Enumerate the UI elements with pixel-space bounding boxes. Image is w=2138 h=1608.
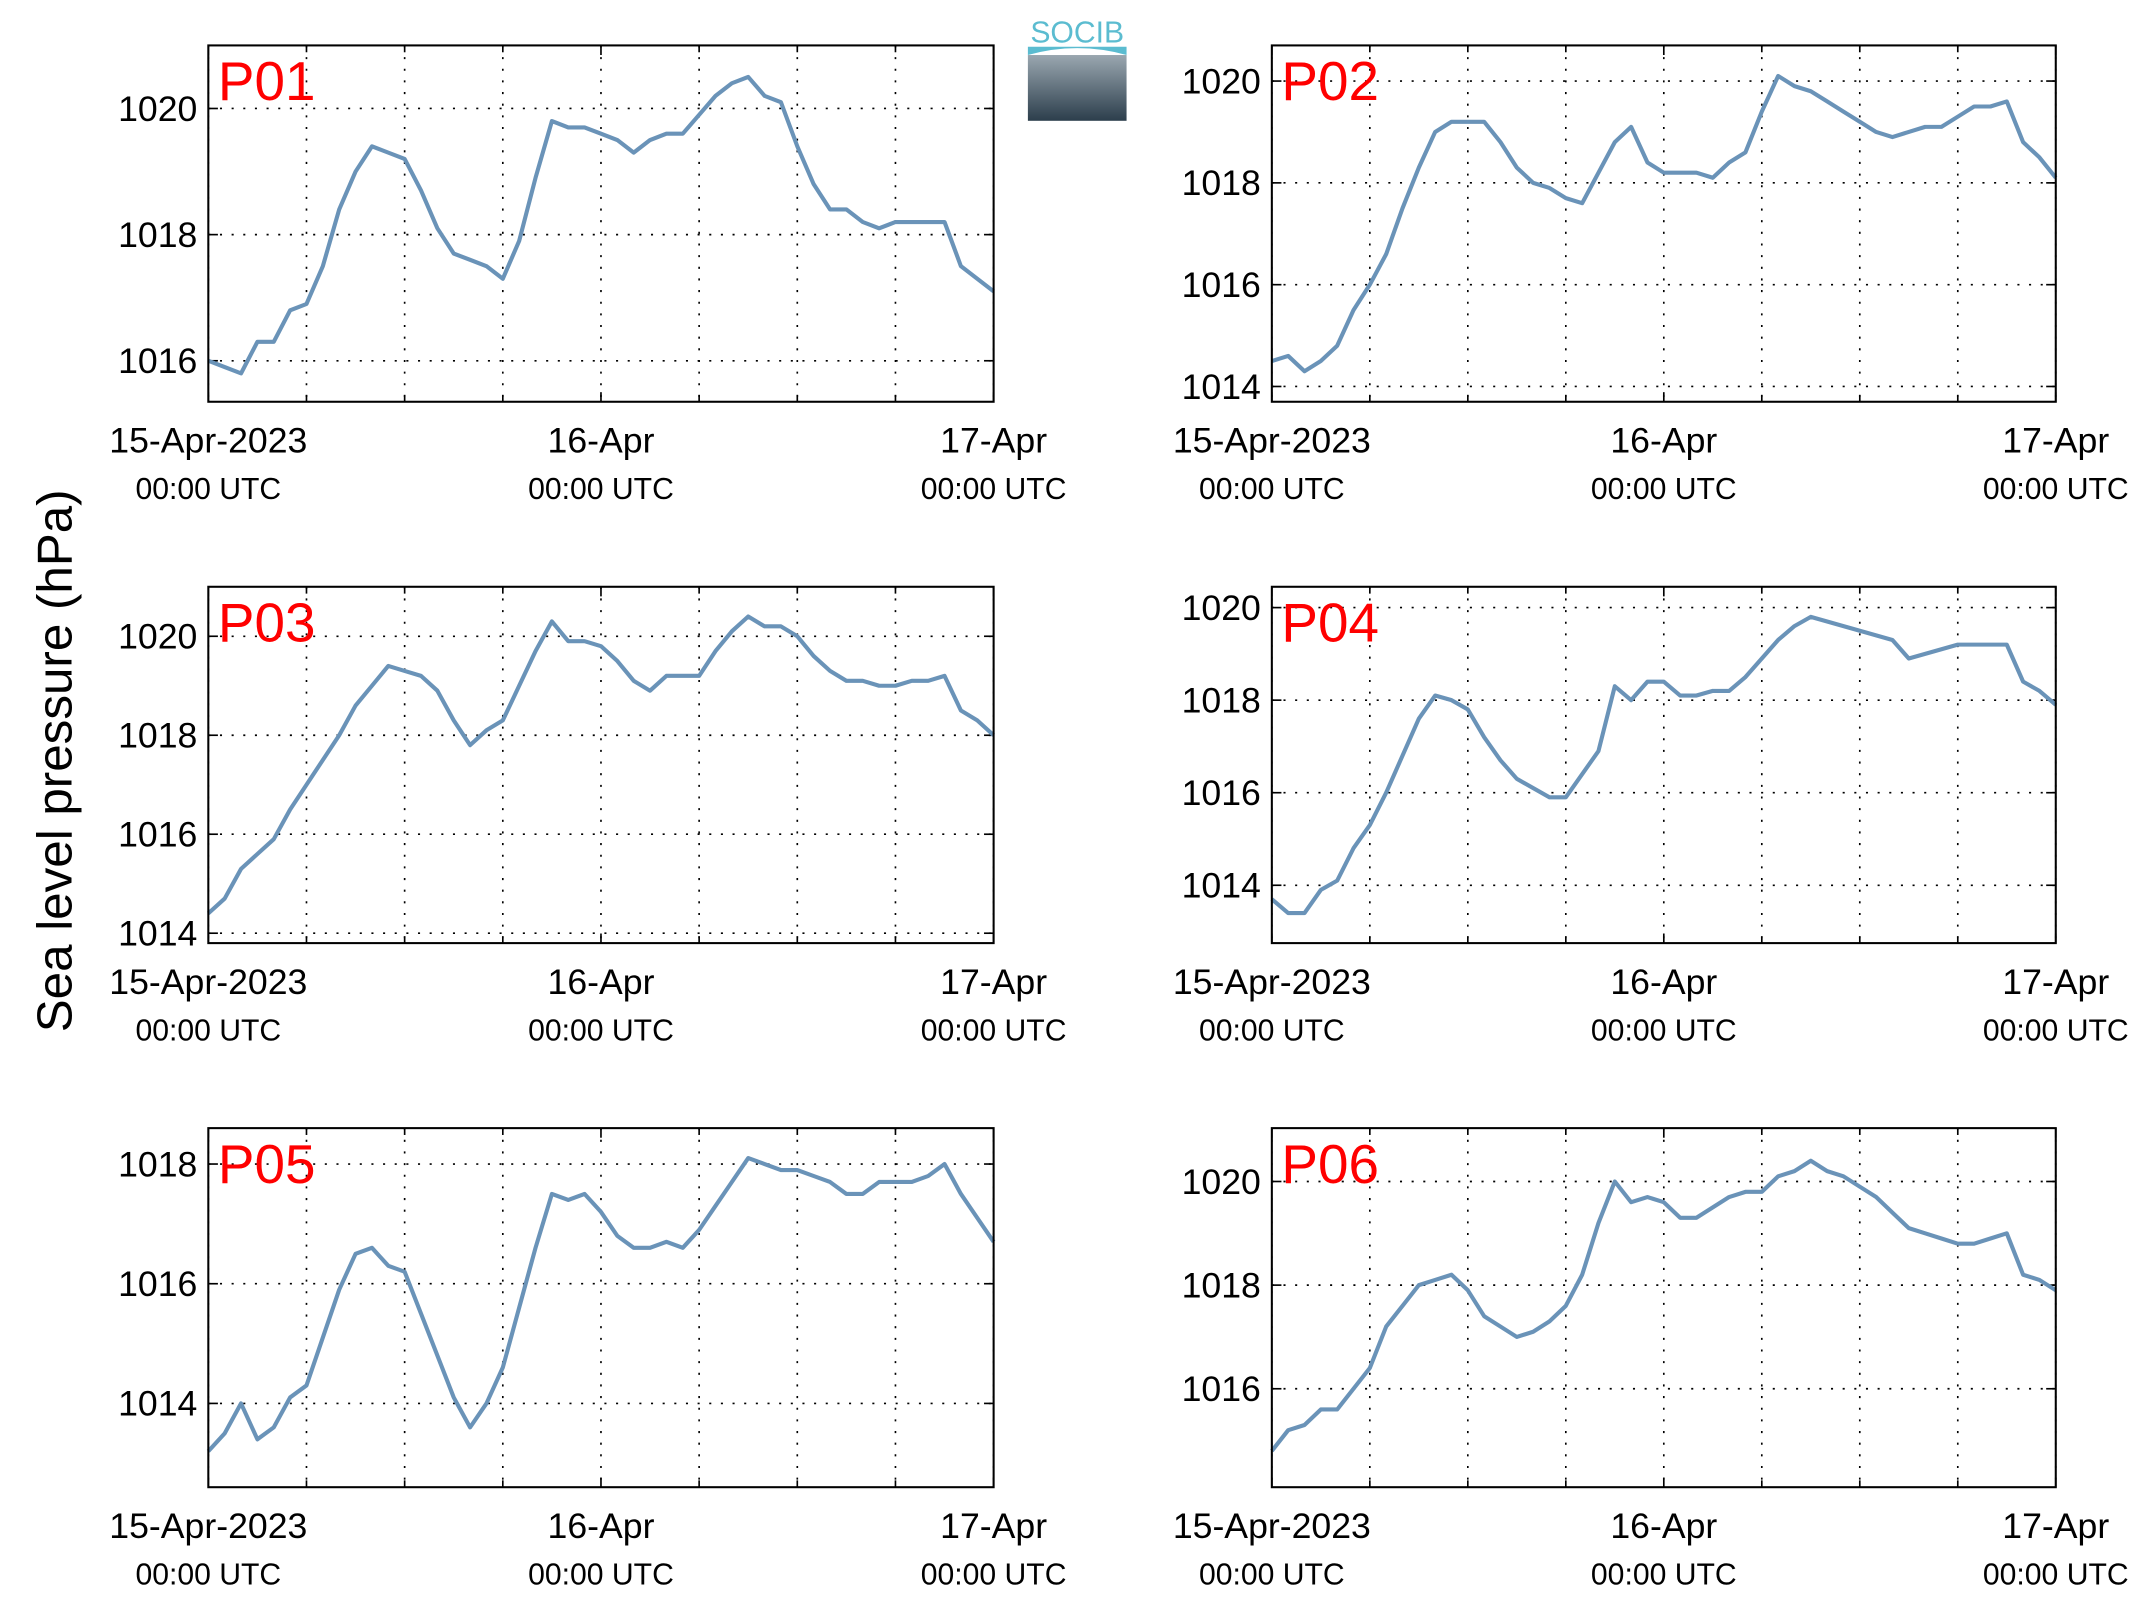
panel-title: P01 — [218, 50, 316, 112]
y-tick-label: 1014 — [118, 914, 197, 954]
y-tick-label: 1016 — [1182, 265, 1261, 305]
pressure-line — [206, 1155, 996, 1453]
x-tick-label: 15-Apr-2023 00:00 UTC — [1173, 962, 1371, 1048]
x-tick-label: 15-Apr-2023 00:00 UTC — [1173, 1506, 1371, 1592]
x-tick-label: 16-Apr 00:00 UTC — [528, 962, 674, 1048]
y-tick-label: 1018 — [118, 1144, 197, 1184]
y-tick-label: 1018 — [1182, 163, 1261, 203]
plot-frame — [207, 44, 995, 403]
pressure-line — [1270, 614, 2058, 916]
x-tick-label: 16-Apr 00:00 UTC — [1591, 420, 1737, 506]
logo-text: SOCIB — [1030, 17, 1124, 50]
y-tick-label: 1018 — [1182, 1265, 1261, 1305]
x-tick-label: 15-Apr-2023 00:00 UTC — [1173, 420, 1371, 506]
pressure-line — [1270, 1158, 2057, 1453]
pressure-line — [207, 74, 995, 376]
y-tick-label: 1020 — [1182, 61, 1261, 101]
x-tick-label: 17-Apr 00:00 UTC — [1983, 1506, 2129, 1592]
x-tick-label: 17-Apr 00:00 UTC — [1983, 420, 2129, 506]
pressure-line — [1271, 73, 2058, 374]
x-tick-label: 15-Apr-2023 00:00 UTC — [109, 1506, 307, 1592]
x-tick-label: 15-Apr-2023 00:00 UTC — [109, 962, 307, 1048]
y-tick-label: 1016 — [118, 341, 197, 381]
x-tick-label: 17-Apr 00:00 UTC — [921, 1506, 1067, 1592]
logo-box — [1027, 55, 1127, 121]
y-tick-label: 1020 — [1182, 1162, 1261, 1202]
y-tick-label: 1014 — [1182, 866, 1261, 906]
pressure-line — [206, 614, 996, 915]
x-tick-label: 16-Apr 00:00 UTC — [528, 420, 674, 506]
plot-frame — [207, 585, 995, 945]
x-tick-label: 16-Apr 00:00 UTC — [1591, 1506, 1737, 1592]
x-tick-label: 17-Apr 00:00 UTC — [921, 962, 1067, 1048]
panel-title: P03 — [218, 592, 316, 654]
y-tick-label: 1016 — [118, 815, 197, 855]
x-tick-label: 17-Apr 00:00 UTC — [921, 420, 1067, 506]
y-tick-label: 1014 — [1182, 367, 1261, 407]
panel-title: P05 — [218, 1133, 316, 1195]
y-tick-label: 1018 — [1182, 680, 1261, 720]
y-tick-label: 1016 — [1182, 1369, 1261, 1409]
y-tick-label: 1018 — [118, 716, 197, 756]
y-tick-label: 1020 — [118, 89, 197, 129]
y-tick-label: 1018 — [118, 215, 197, 255]
y-tick-label: 1016 — [1182, 773, 1261, 813]
plot-frame — [207, 1127, 995, 1489]
panel-title: P06 — [1281, 1133, 1379, 1195]
panel-title: P04 — [1281, 592, 1379, 654]
x-tick-label: 15-Apr-2023 00:00 UTC — [109, 420, 307, 506]
y-tick-label: 1014 — [118, 1384, 197, 1424]
y-tick-label: 1020 — [118, 617, 197, 657]
plot-frame — [1270, 1127, 2057, 1489]
x-tick-label: 16-Apr 00:00 UTC — [528, 1506, 674, 1592]
logo-wave — [1027, 46, 1127, 56]
x-tick-label: 17-Apr 00:00 UTC — [1983, 962, 2129, 1048]
y-tick-label: 1020 — [1182, 588, 1261, 628]
plot-frame — [1270, 44, 2057, 403]
x-tick-label: 16-Apr 00:00 UTC — [1591, 962, 1737, 1048]
panel-title: P02 — [1281, 50, 1379, 112]
y-tick-label: 1016 — [118, 1264, 197, 1304]
plot-frame — [1270, 585, 2057, 945]
y-axis-label: Sea level pressure (hPa) — [27, 489, 82, 1032]
